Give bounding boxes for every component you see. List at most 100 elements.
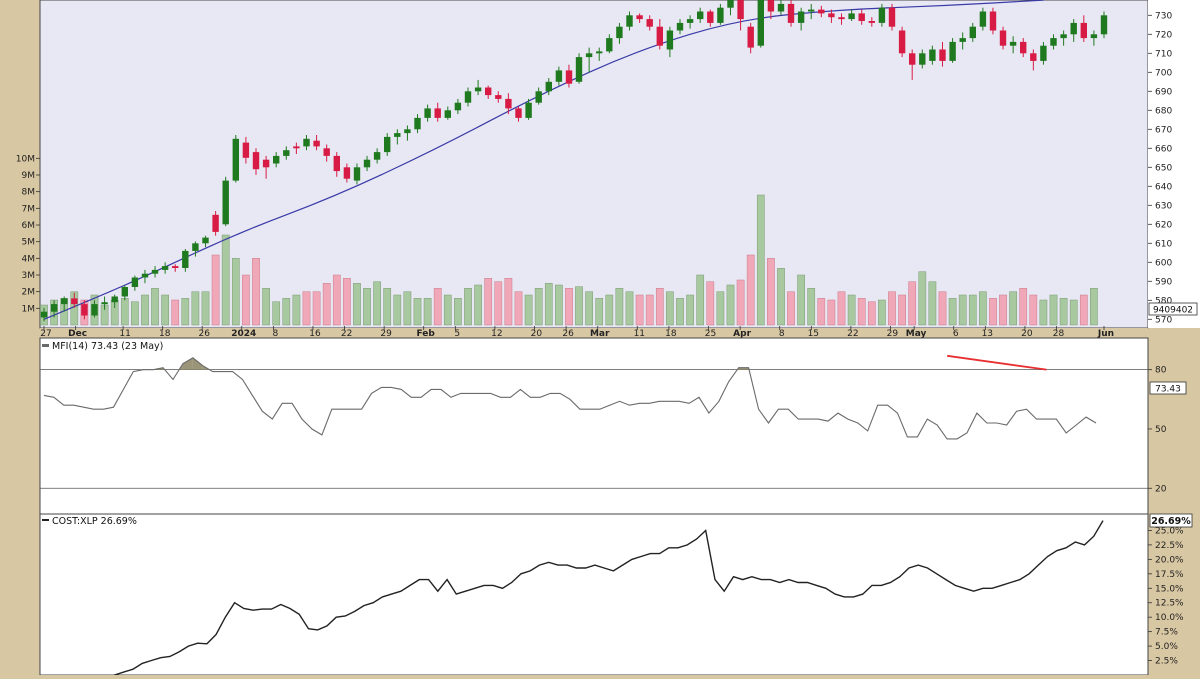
candle — [323, 144, 330, 162]
candle — [535, 87, 542, 105]
candle — [252, 148, 260, 175]
candle — [1100, 11, 1108, 39]
candle — [838, 13, 845, 25]
volume-bar — [252, 258, 260, 326]
candle — [697, 7, 704, 23]
x-tick-label: 22 — [847, 329, 858, 339]
candle-body — [515, 108, 522, 118]
candle — [333, 152, 340, 177]
candle-body — [575, 57, 583, 82]
candle — [959, 32, 966, 50]
candle — [1040, 41, 1047, 65]
candle — [505, 93, 512, 115]
candle — [454, 98, 462, 115]
candle — [676, 19, 684, 35]
candle-body — [232, 138, 239, 181]
volume-bar — [686, 294, 694, 326]
candle-body — [1030, 53, 1037, 61]
x-tick-label: 18 — [159, 329, 171, 339]
candle — [343, 163, 351, 183]
volume-bar — [413, 298, 422, 326]
volume-bar — [363, 288, 371, 326]
candle-body — [151, 269, 159, 274]
candle — [545, 78, 552, 96]
ratio-tick-label: 2.5% — [1155, 657, 1178, 667]
candle-body — [979, 11, 987, 27]
volume-bar — [151, 288, 159, 326]
mfi-line — [43, 357, 1097, 440]
candle-body — [384, 136, 391, 153]
x-tick-label: 8 — [273, 329, 279, 339]
x-tick-label: 18 — [665, 329, 677, 339]
volume-bar — [928, 281, 937, 326]
candle-body — [787, 3, 795, 23]
candle-body — [878, 7, 886, 23]
volume-bar — [797, 274, 805, 326]
candle-body — [959, 38, 966, 42]
volume-bar — [423, 298, 432, 326]
candle-body — [353, 167, 361, 181]
volume-bar — [474, 284, 482, 326]
candle — [646, 15, 653, 31]
volume-bar — [585, 291, 593, 326]
candle — [898, 26, 906, 58]
x-tick-label: 28 — [1053, 329, 1065, 339]
candle-body — [929, 49, 936, 61]
price-candles — [40, 0, 1108, 322]
candle-body — [858, 13, 865, 21]
volume-bar — [635, 294, 644, 326]
ratio-tick-label: 10.0% — [1155, 613, 1184, 623]
price-tick-label: 630 — [1155, 201, 1172, 211]
candle — [242, 136, 250, 164]
candle-body — [1070, 22, 1077, 35]
candle-body — [373, 152, 381, 160]
volume-tick-label: 5M — [22, 238, 36, 248]
candle-body — [283, 150, 290, 156]
candle-body — [61, 298, 68, 305]
candle-body — [91, 304, 98, 316]
candle — [878, 3, 886, 27]
volume-bar — [938, 291, 947, 326]
volume-tick-label: 2M — [22, 288, 36, 298]
volume-bar — [1059, 298, 1068, 326]
candle — [373, 148, 381, 164]
mfi-fill-segment — [182, 357, 193, 370]
candle — [939, 41, 946, 67]
candle-body — [737, 0, 744, 20]
volume-bar — [645, 294, 654, 326]
candle-body — [1020, 41, 1027, 54]
candle-body — [596, 51, 603, 54]
candle — [606, 34, 613, 54]
candle — [777, 0, 785, 16]
candle-body — [1009, 41, 1017, 46]
candle — [949, 38, 956, 63]
price-tick-label: 670 — [1155, 125, 1172, 135]
candle — [141, 269, 149, 284]
candle-body — [505, 98, 512, 109]
candle — [161, 262, 169, 274]
volume-bar — [464, 288, 472, 326]
candle-body — [434, 108, 441, 118]
volume-bar — [514, 291, 523, 326]
mfi-divergence-line — [947, 354, 1047, 371]
volume-bar — [716, 291, 725, 326]
candle — [979, 7, 987, 31]
price-axis-panel — [1148, 0, 1200, 328]
volume-bar — [878, 299, 886, 326]
candle — [50, 300, 58, 318]
volume-bar — [191, 291, 200, 326]
candle — [585, 47, 593, 73]
candle-body — [192, 243, 199, 251]
volume-bar — [827, 299, 836, 326]
price-tick-label: 570 — [1155, 315, 1172, 325]
volume-bar — [908, 281, 917, 326]
volume-bar — [393, 294, 402, 326]
candle-body — [495, 95, 502, 99]
candle-body — [454, 102, 462, 111]
candle — [394, 129, 401, 145]
volume-bar — [666, 291, 674, 326]
volume-bar — [746, 254, 755, 326]
candle-body — [242, 142, 250, 158]
candle — [797, 7, 805, 31]
